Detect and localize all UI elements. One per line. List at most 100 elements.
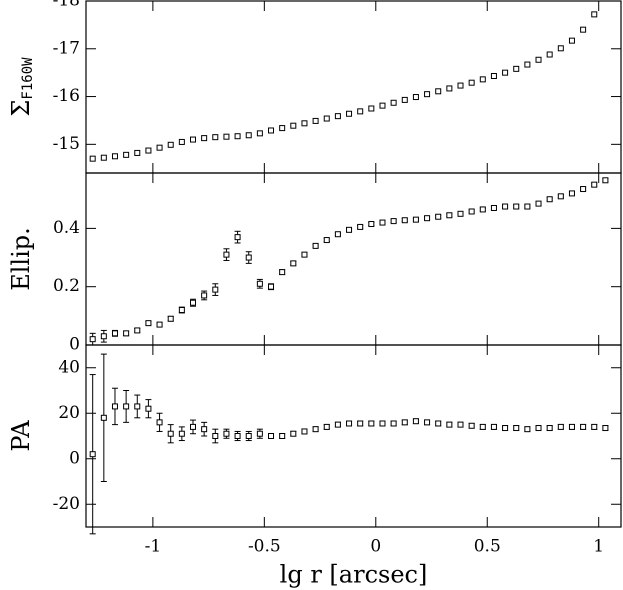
marker xyxy=(312,242,319,249)
marker xyxy=(190,423,196,430)
marker xyxy=(535,56,542,63)
marker xyxy=(568,190,575,197)
marker xyxy=(435,88,442,95)
marker xyxy=(490,423,497,430)
marker xyxy=(557,423,564,430)
marker xyxy=(412,216,419,223)
marker xyxy=(401,419,408,426)
marker xyxy=(190,136,196,143)
y-tick-label: -20 xyxy=(53,494,80,514)
marker xyxy=(468,208,475,215)
y-axis-label: ΣF160W xyxy=(7,57,37,117)
marker xyxy=(602,177,609,184)
y-tick-label: -15 xyxy=(53,134,80,154)
marker xyxy=(524,61,531,68)
marker xyxy=(312,117,319,124)
marker xyxy=(368,420,375,427)
marker xyxy=(156,321,163,328)
marker xyxy=(111,330,118,337)
marker xyxy=(502,69,509,76)
marker xyxy=(490,73,497,80)
marker xyxy=(334,421,341,428)
marker xyxy=(323,423,330,430)
marker xyxy=(178,430,185,437)
marker xyxy=(268,433,275,439)
marker xyxy=(178,138,185,145)
marker xyxy=(424,215,431,222)
marker xyxy=(134,327,141,334)
marker xyxy=(602,425,609,432)
marker xyxy=(123,330,130,337)
x-tick-label: -0.5 xyxy=(248,537,281,557)
marker xyxy=(468,79,475,86)
marker xyxy=(201,135,208,142)
marker xyxy=(201,426,208,433)
marker xyxy=(412,418,419,425)
marker xyxy=(513,65,520,72)
y-tick-label: -16 xyxy=(53,86,80,106)
marker xyxy=(513,203,520,210)
marker xyxy=(535,200,542,207)
y-tick-label: -18 xyxy=(53,0,80,11)
marker xyxy=(256,280,263,287)
marker xyxy=(457,82,464,89)
marker xyxy=(346,420,353,427)
marker xyxy=(379,102,386,109)
marker xyxy=(479,206,486,213)
marker xyxy=(346,110,353,117)
marker xyxy=(201,292,208,299)
marker xyxy=(301,428,308,435)
y-axis-label: PA xyxy=(7,420,35,452)
y-tick-label: 20 xyxy=(58,403,80,423)
marker xyxy=(89,451,96,458)
marker xyxy=(535,425,542,432)
marker xyxy=(357,420,364,427)
marker xyxy=(568,37,575,44)
marker xyxy=(134,403,141,410)
marker xyxy=(580,186,587,193)
marker xyxy=(580,26,587,33)
marker xyxy=(223,133,230,140)
marker xyxy=(256,430,263,437)
marker xyxy=(245,254,252,261)
x-tick-label: 1 xyxy=(593,537,604,557)
y-axis-label-subscript: F160W xyxy=(20,57,36,100)
marker xyxy=(212,134,219,141)
marker xyxy=(334,231,341,238)
marker xyxy=(323,237,330,244)
y-axis-label-symbol: Σ xyxy=(7,100,35,117)
marker xyxy=(279,125,286,132)
marker xyxy=(390,218,397,225)
marker xyxy=(290,430,297,437)
marker xyxy=(100,154,107,161)
marker xyxy=(568,423,575,430)
marker xyxy=(557,45,564,52)
marker xyxy=(357,223,364,230)
y-tick-label: 0 xyxy=(69,448,80,468)
marker xyxy=(401,96,408,103)
marker xyxy=(557,193,564,200)
marker xyxy=(89,336,96,343)
marker xyxy=(346,226,353,233)
marker xyxy=(212,286,219,293)
marker xyxy=(591,11,598,18)
panel-frame xyxy=(85,0,622,174)
marker xyxy=(468,422,475,429)
y-axis-label: Ellip. xyxy=(7,227,35,291)
marker xyxy=(502,425,509,432)
marker xyxy=(100,333,107,340)
marker xyxy=(580,423,587,430)
marker xyxy=(513,425,520,432)
marker xyxy=(123,151,130,158)
marker xyxy=(490,204,497,211)
marker xyxy=(334,113,341,120)
marker xyxy=(301,251,308,258)
marker xyxy=(357,108,364,115)
marker xyxy=(268,127,275,134)
marker xyxy=(546,51,553,58)
marker xyxy=(111,403,118,410)
y-tick-label: 40 xyxy=(58,357,80,377)
marker xyxy=(290,260,297,267)
marker xyxy=(279,433,286,439)
marker xyxy=(223,251,230,258)
